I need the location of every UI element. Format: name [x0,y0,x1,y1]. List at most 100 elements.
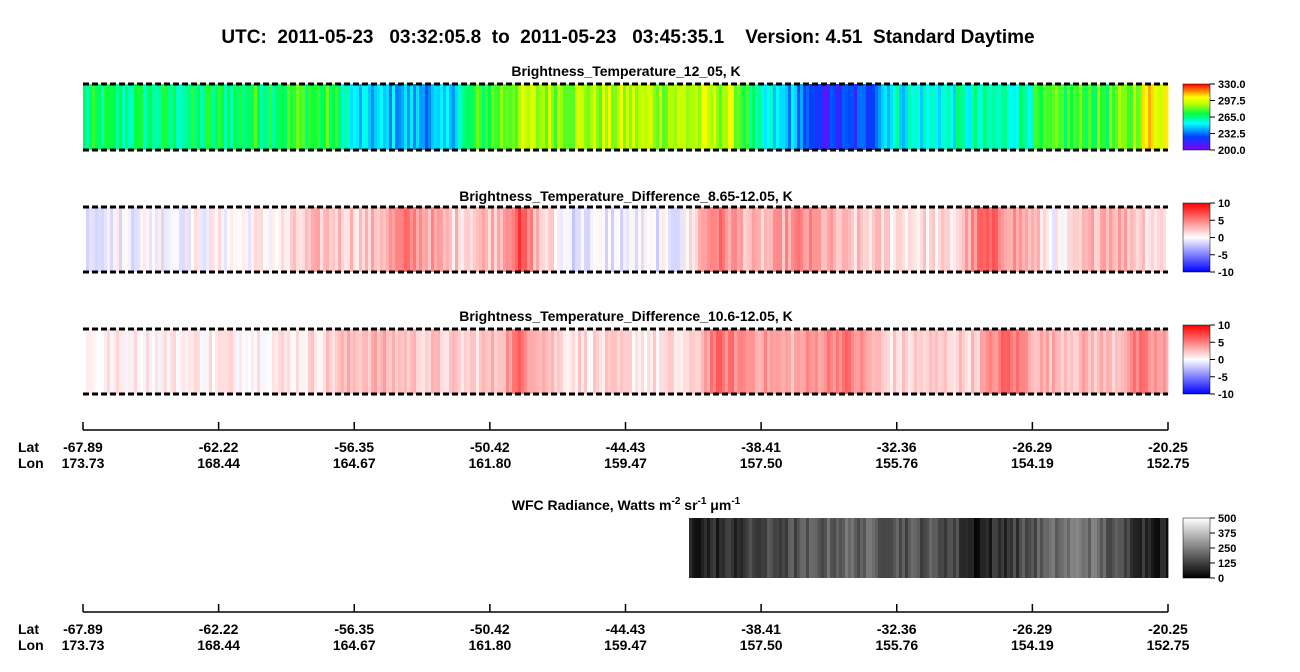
strip-pixel [596,207,600,272]
strip-pixel [1055,84,1059,150]
lon-tick-label: 154.19 [1011,455,1054,471]
strip-pixel [242,329,246,394]
strip-pixel [155,84,159,150]
strip-pixel [149,329,153,394]
strip-pixel [338,84,342,150]
lon-tick-label: 155.76 [875,455,918,471]
strip-pixel [1166,207,1169,272]
strip-pixel [710,84,714,150]
strip-pixel [1001,84,1005,150]
strip-pixel [185,84,189,150]
strip-pixel [974,518,978,578]
strip-pixel [974,207,978,272]
strip-pixel [95,207,99,272]
strip-pixel [488,84,492,150]
strip-pixel [1088,207,1092,272]
strip-pixel [251,207,255,272]
strip-pixel [785,84,789,150]
strip-pixel [197,329,201,394]
strip-pixel [248,329,252,394]
strip-pixel [629,207,633,272]
strip-pixel [614,207,618,272]
strip-pixel [809,84,813,150]
strip-pixel [776,518,780,578]
strip-pixel [98,84,102,150]
strip-pixel [497,207,501,272]
strip-pixel [920,518,924,578]
strip-pixel [440,329,444,394]
strip-pixel [1022,207,1026,272]
strip-pixel [932,329,936,394]
colorbar-label: 125 [1218,558,1236,570]
strip-pixel [332,207,336,272]
strip-pixel [446,84,450,150]
strip-pixel [218,207,222,272]
strip-pixel [866,84,870,150]
strip-pixel [1034,207,1038,272]
strip-pixel [1100,84,1104,150]
strip-pixel [185,207,189,272]
strip-pixel [884,84,888,150]
strip-pixel [797,518,801,578]
strip-pixel [431,84,435,150]
strip-pixel [83,207,87,272]
strip-pixel [137,207,141,272]
strip-pixel [980,84,984,150]
strip-pixel [1058,329,1062,394]
strip-pixel [182,207,186,272]
strip-pixel [803,84,807,150]
strip-pixel [374,84,378,150]
strip-pixel [287,84,291,150]
strip-pixel [1061,518,1065,578]
strip-pixel [914,329,918,394]
strip-pixel [1097,329,1101,394]
strip-pixel [857,207,861,272]
strip-pixel [905,518,909,578]
lat-tick-label: -44.43 [606,621,646,637]
strip-pixel [530,207,534,272]
strip-pixel [146,207,150,272]
strip-pixel [221,84,225,150]
strip-pixel [788,207,792,272]
strip-pixel [128,329,132,394]
strip-pixel [521,84,525,150]
strip-pixel [650,84,654,150]
strip-pixel [971,329,975,394]
strip-pixel [719,84,723,150]
strip-pixel [503,207,507,272]
strip-pixel [332,329,336,394]
strip-pixel [617,329,621,394]
strip-pixel [644,329,648,394]
strip-pixel [125,329,129,394]
lat-tick-label: -62.22 [199,621,239,637]
strip-pixel [494,329,498,394]
strip-pixel [590,329,594,394]
strip-pixel [740,84,744,150]
strip-pixel [491,329,495,394]
strip-pixel [1115,518,1119,578]
strip-pixel [1127,207,1131,272]
strip-pixel [668,84,672,150]
strip-pixel [734,518,738,578]
strip-pixel [827,518,831,578]
strip-pixel [554,207,558,272]
strip-pixel [428,329,432,394]
strip-pixel [890,207,894,272]
strip-pixel [1133,207,1137,272]
strip-pixel [1037,329,1041,394]
strip-pixel [836,329,840,394]
strip-pixel [644,84,648,150]
strip-pixel [1055,329,1059,394]
strip-pixel [725,518,729,578]
strip-pixel [674,329,678,394]
strip-pixel [956,329,960,394]
strip-pixel [1040,84,1044,150]
strip-pixel [1103,518,1107,578]
strip-pixel [899,518,903,578]
strip-pixel [128,84,132,150]
strip-pixel [800,207,804,272]
strip-pixel [779,84,783,150]
strip-pixel [335,84,339,150]
strip-pixel [929,84,933,150]
